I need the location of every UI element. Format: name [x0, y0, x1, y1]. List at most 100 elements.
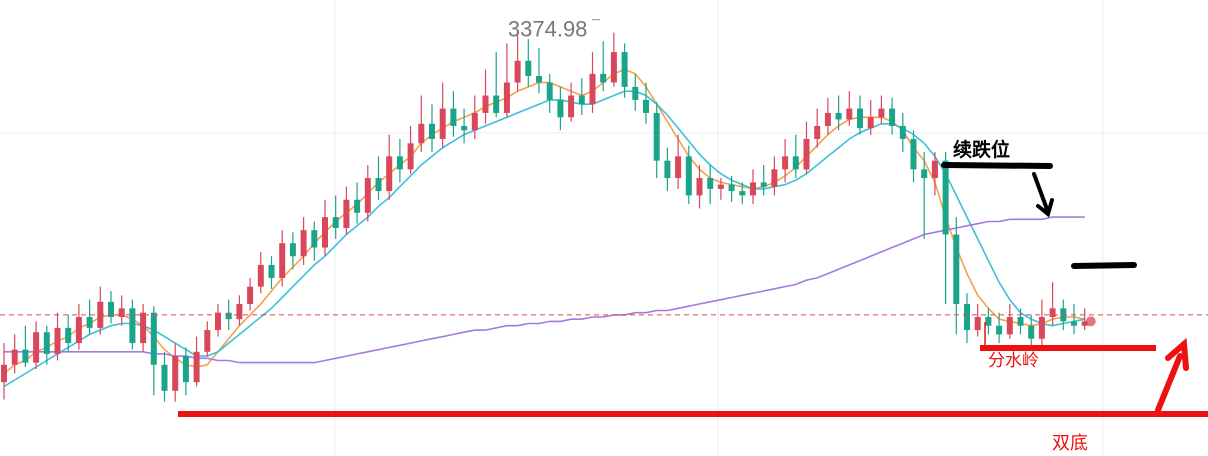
candle	[332, 195, 339, 239]
candle-body	[182, 356, 189, 383]
candle	[664, 147, 671, 192]
candle-body	[343, 199, 350, 228]
candle	[696, 165, 703, 209]
candle	[1006, 304, 1013, 339]
candle	[621, 43, 628, 98]
candle-body	[493, 95, 500, 113]
candle	[771, 156, 778, 196]
candle-body	[514, 60, 521, 83]
candle-body	[450, 108, 457, 126]
candle	[450, 91, 457, 137]
candle-body	[289, 243, 296, 257]
annotations: 续跌位 分水岭 双底	[178, 138, 1208, 454]
candle-body	[204, 330, 211, 352]
candle	[857, 95, 863, 135]
candle-body	[525, 60, 532, 76]
candle-body	[172, 356, 179, 391]
resistance-line-short	[1071, 262, 1137, 269]
candle	[289, 232, 296, 270]
candle	[942, 152, 949, 304]
candle	[439, 82, 446, 148]
candle-body	[921, 169, 928, 179]
candle-body	[675, 156, 682, 179]
resistance-line	[941, 162, 1053, 169]
candle	[1017, 308, 1024, 335]
candle-body	[54, 327, 61, 354]
candle-body	[931, 160, 938, 179]
candle-body	[1071, 321, 1077, 326]
candle-body	[835, 112, 842, 120]
candle-body	[1081, 321, 1088, 326]
candle-body	[782, 156, 789, 170]
candle	[418, 95, 425, 152]
candle	[407, 125, 414, 174]
candle-body	[22, 349, 29, 363]
candle	[215, 304, 221, 337]
candle-body	[739, 191, 746, 196]
candle-body	[193, 351, 200, 383]
candle	[782, 138, 789, 183]
candle-body	[225, 312, 232, 320]
candle-body	[33, 332, 40, 363]
candle-body	[375, 178, 382, 192]
candle-body	[471, 112, 478, 131]
candle	[717, 178, 724, 200]
candle-body	[824, 112, 831, 126]
candle	[429, 104, 435, 152]
candle	[546, 73, 553, 113]
candle-body	[546, 82, 553, 100]
candle-body	[407, 143, 414, 170]
candle-body	[461, 125, 468, 131]
candle	[396, 138, 403, 183]
candle	[760, 165, 767, 196]
candle-body	[964, 304, 970, 331]
candle	[792, 134, 799, 179]
candle-body	[86, 317, 93, 328]
moving-averages	[3, 68, 1085, 388]
candle	[921, 152, 928, 239]
candle-body	[43, 332, 50, 354]
candle-body	[215, 312, 221, 331]
candle	[653, 102, 660, 179]
candle-body	[910, 138, 917, 170]
candle-body	[257, 264, 264, 287]
candle-body	[322, 217, 328, 248]
candle	[643, 82, 649, 124]
candle-body	[557, 99, 564, 118]
candle	[1, 343, 7, 400]
candle	[11, 334, 18, 374]
candle	[482, 69, 489, 124]
candle	[300, 217, 307, 265]
arrow-up-icon	[1155, 337, 1189, 413]
ma-mid-line	[3, 90, 1085, 388]
candle-body	[482, 95, 489, 113]
candle	[899, 112, 906, 152]
candle	[493, 52, 500, 118]
candle	[1081, 308, 1088, 331]
candle	[43, 325, 50, 365]
candle	[86, 299, 93, 335]
candle	[247, 277, 254, 311]
candle	[578, 78, 585, 116]
candle	[503, 43, 510, 118]
candle-body	[771, 169, 778, 187]
candle	[803, 121, 810, 174]
candle-body	[568, 95, 575, 118]
candle-body	[236, 304, 243, 320]
candle	[750, 169, 756, 205]
candle	[557, 86, 564, 131]
candle	[707, 165, 714, 205]
candle	[375, 156, 382, 200]
candle	[974, 304, 981, 337]
candle	[996, 312, 1003, 344]
candle	[268, 256, 275, 289]
candle	[97, 286, 104, 335]
candle	[364, 165, 371, 222]
candle	[182, 347, 189, 396]
double-bottom-label: 双底	[1052, 433, 1088, 454]
candle	[964, 293, 970, 344]
candle	[1071, 304, 1077, 335]
resistance-label: 续跌位	[953, 138, 1010, 161]
candle	[140, 304, 147, 352]
candle-body	[857, 108, 863, 129]
